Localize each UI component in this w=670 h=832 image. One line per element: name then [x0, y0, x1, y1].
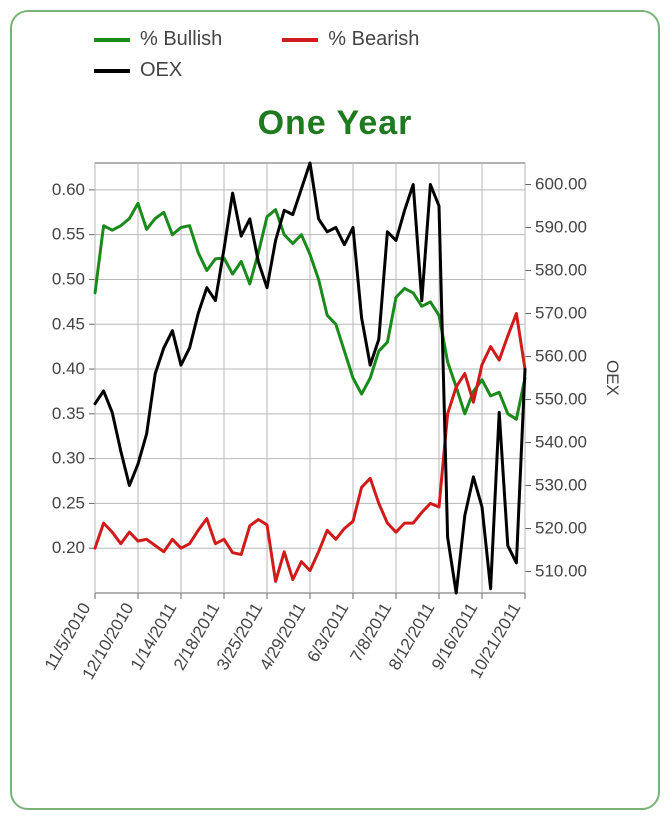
svg-text:550.00: 550.00	[535, 390, 587, 409]
svg-text:0.20: 0.20	[52, 538, 85, 557]
legend: % Bullish % Bearish OEX	[24, 28, 646, 82]
svg-text:570.00: 570.00	[535, 304, 587, 323]
svg-text:540.00: 540.00	[535, 433, 587, 452]
svg-text:0.25: 0.25	[52, 493, 85, 512]
svg-text:7/8/2011: 7/8/2011	[347, 600, 396, 666]
svg-text:0.50: 0.50	[52, 269, 85, 288]
svg-text:510.00: 510.00	[535, 562, 587, 581]
svg-text:6/3/2011: 6/3/2011	[304, 600, 353, 666]
legend-swatch-oex	[94, 69, 130, 73]
legend-swatch-bullish	[94, 38, 130, 42]
legend-item-bullish: % Bullish	[94, 28, 222, 51]
svg-text:0.30: 0.30	[52, 449, 85, 468]
chart-card: % Bullish % Bearish OEX One Year 0.200.2…	[10, 10, 660, 810]
svg-text:530.00: 530.00	[535, 476, 587, 495]
legend-swatch-bearish	[282, 38, 318, 42]
svg-text:0.40: 0.40	[52, 359, 85, 378]
svg-text:0.55: 0.55	[52, 225, 85, 244]
chart-area: 0.20 0.25 0.30 0.35 0.40 0.45 0.50 0.55 0.60 510.…	[25, 153, 645, 743]
svg-text:560.00: 560.00	[535, 347, 587, 366]
svg-text:0.45: 0.45	[52, 314, 85, 333]
legend-item-oex: OEX	[94, 59, 626, 82]
legend-item-bearish: % Bearish	[282, 28, 419, 51]
svg-text:0.60: 0.60	[52, 180, 85, 199]
svg-text:580.00: 580.00	[535, 261, 587, 280]
chart-svg: 0.20 0.25 0.30 0.35 0.40 0.45 0.50 0.55 0.60 510.…	[25, 153, 645, 743]
svg-text:520.00: 520.00	[535, 519, 587, 538]
chart-title: One Year	[24, 104, 646, 143]
legend-label-bullish: % Bullish	[140, 28, 222, 51]
svg-text:600.00: 600.00	[535, 175, 587, 194]
legend-label-oex: OEX	[140, 59, 182, 82]
svg-text:590.00: 590.00	[535, 218, 587, 237]
legend-label-bearish: % Bearish	[328, 28, 419, 51]
svg-text:0.35: 0.35	[52, 404, 85, 423]
svg-text:OEX: OEX	[603, 360, 622, 396]
